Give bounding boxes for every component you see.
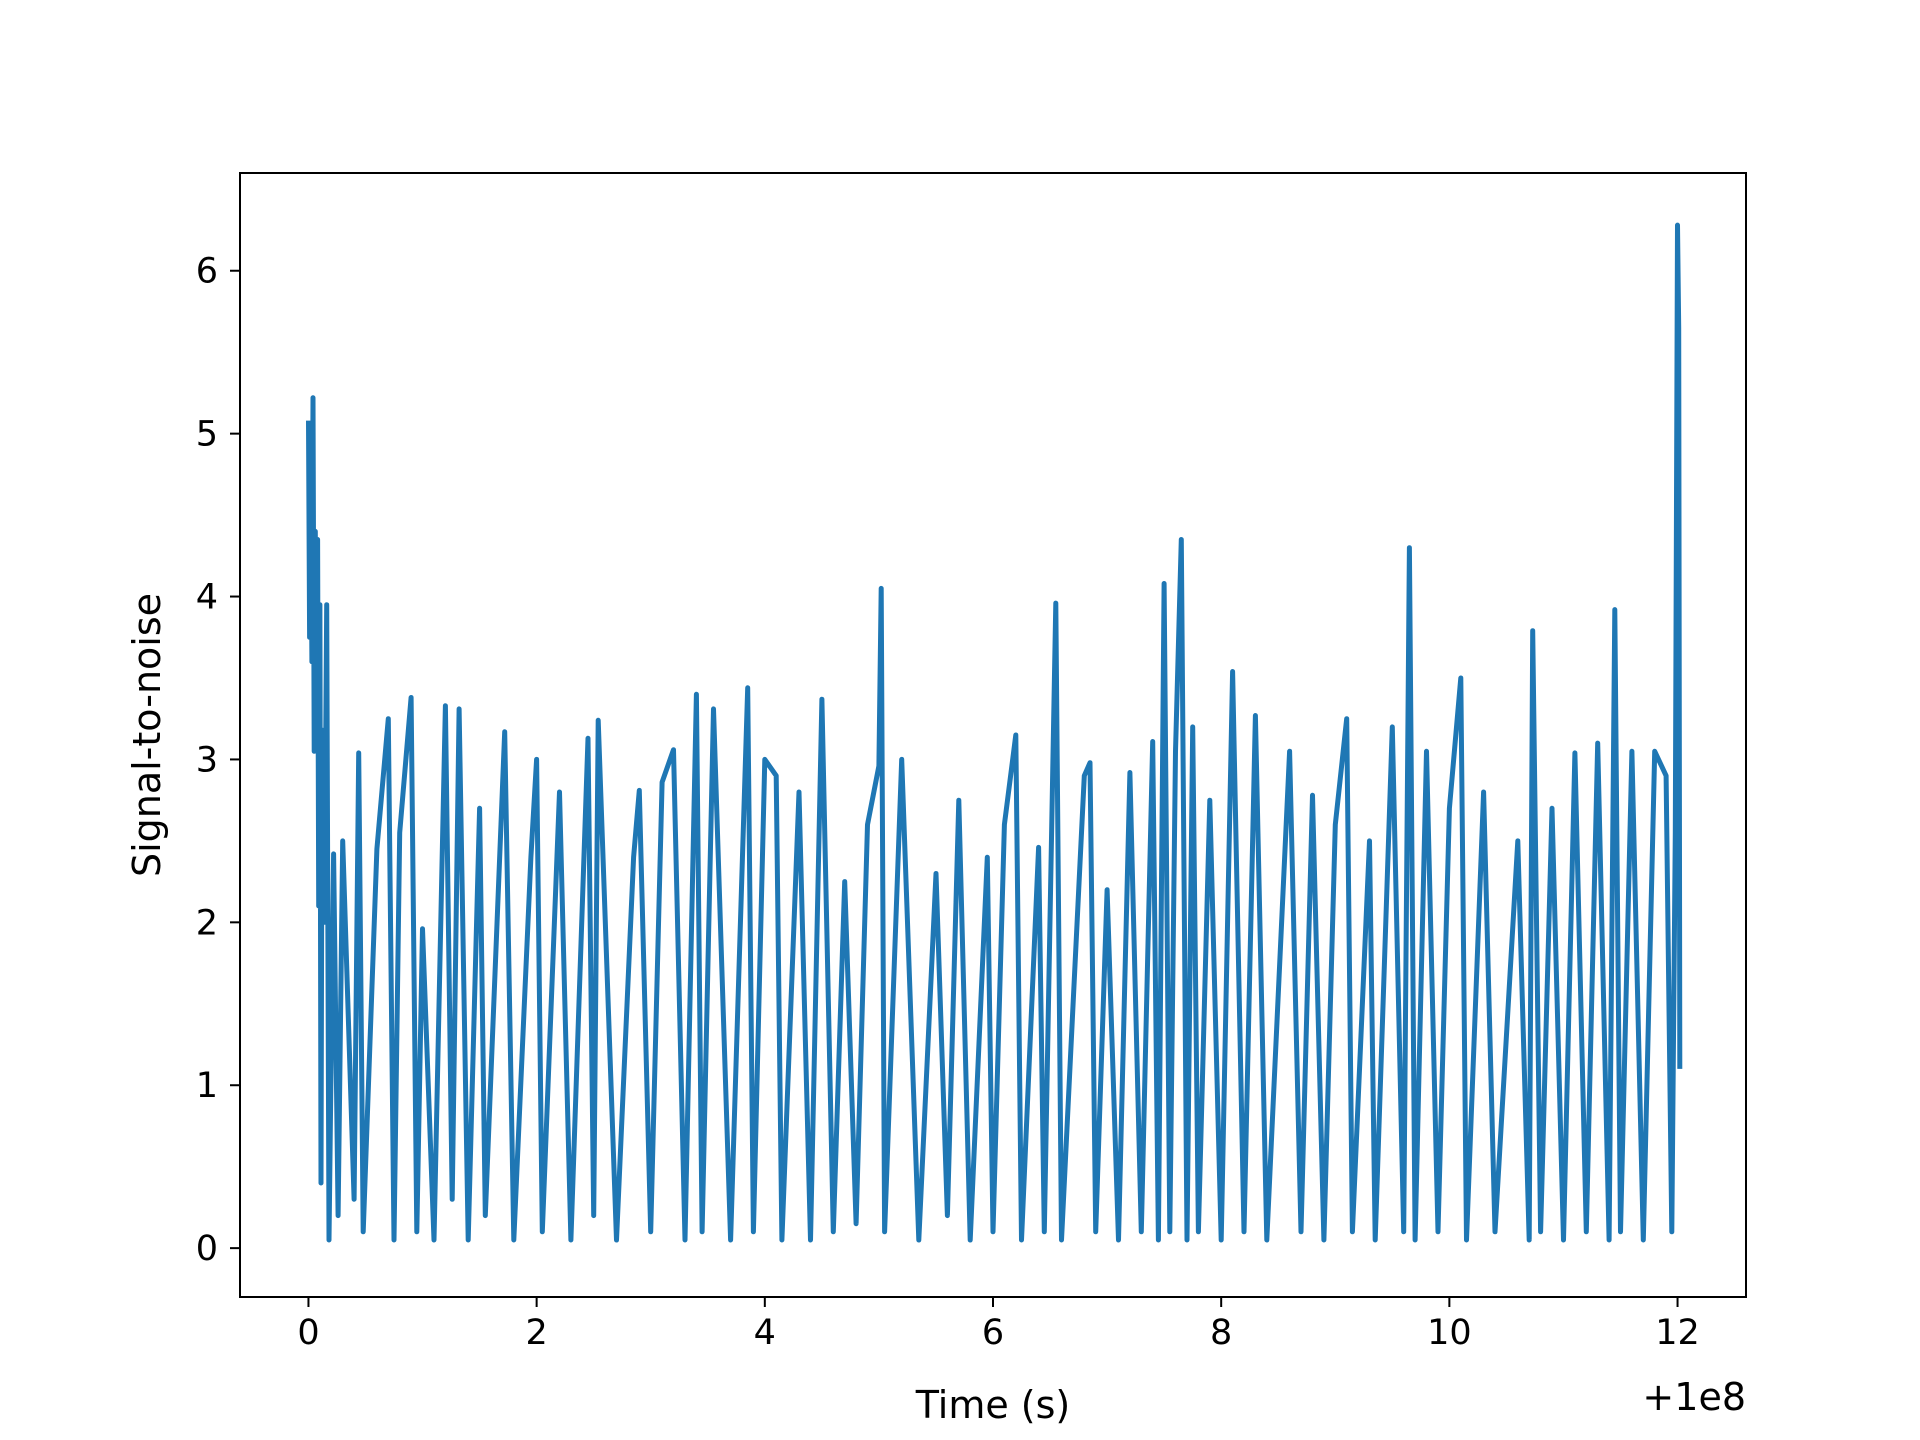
y-tick-label: 6 bbox=[196, 252, 218, 292]
y-tick-label: 5 bbox=[196, 415, 218, 455]
x-axis-offset-label: +1e8 bbox=[1642, 1375, 1746, 1419]
x-tick-label: 8 bbox=[1210, 1313, 1232, 1353]
series-line-signal-to-noise bbox=[306, 222, 1683, 1243]
x-axis-label: Time (s) bbox=[915, 1383, 1071, 1427]
x-tick-label: 12 bbox=[1655, 1313, 1700, 1353]
y-tick-label: 3 bbox=[196, 740, 218, 780]
y-tick-label: 2 bbox=[196, 903, 218, 943]
y-tick-label: 1 bbox=[196, 1066, 218, 1106]
x-axis: 0 2 4 6 8 10 12 bbox=[297, 1297, 1700, 1353]
x-tick-label: 6 bbox=[982, 1313, 1004, 1353]
y-tick-label: 4 bbox=[196, 578, 218, 618]
x-tick-label: 0 bbox=[297, 1313, 319, 1353]
y-tick-label: 0 bbox=[196, 1229, 218, 1269]
x-tick-label: 2 bbox=[525, 1313, 547, 1353]
y-axis-label: Signal-to-noise bbox=[125, 593, 169, 877]
x-tick-label: 4 bbox=[754, 1313, 776, 1353]
plot-area bbox=[306, 222, 1683, 1243]
x-tick-label: 10 bbox=[1427, 1313, 1472, 1353]
y-axis: 0 1 2 3 4 5 6 bbox=[196, 252, 240, 1269]
